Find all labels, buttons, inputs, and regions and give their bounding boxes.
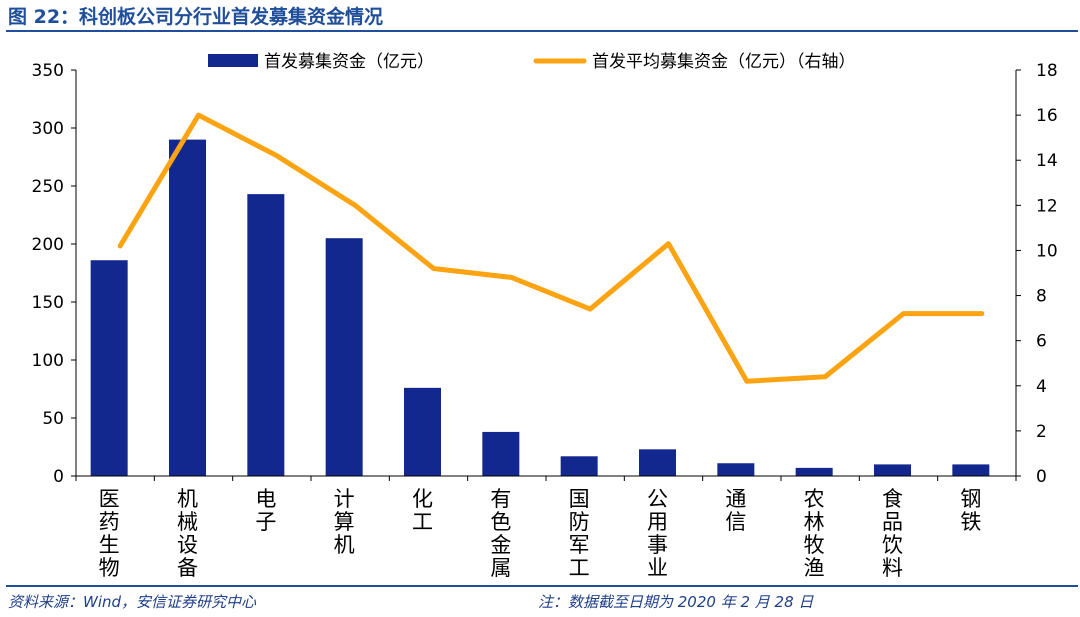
legend-bar-label: 首发募集资金（亿元） bbox=[264, 52, 434, 72]
x-tick-label: 化工 bbox=[412, 487, 433, 534]
date-note: 注：数据截至日期为 2020 年 2 月 28 日 bbox=[538, 593, 814, 611]
bar-series bbox=[90, 139, 990, 476]
y-right-tick-label: 16 bbox=[1036, 106, 1058, 126]
y-right-tick-label: 14 bbox=[1036, 151, 1058, 171]
x-tick-label: 医药生物 bbox=[99, 487, 120, 580]
bar bbox=[874, 464, 911, 476]
series-line bbox=[117, 112, 985, 384]
bar bbox=[169, 139, 206, 476]
y-right-tick-label: 4 bbox=[1036, 377, 1047, 397]
x-tick-label: 机械设备 bbox=[177, 487, 198, 580]
y-right-tick-label: 10 bbox=[1036, 241, 1058, 261]
x-tick-label: 公用事业 bbox=[647, 487, 668, 580]
title-divider bbox=[6, 30, 1078, 32]
bar bbox=[560, 456, 598, 476]
y-left-tick-label: 150 bbox=[32, 293, 64, 313]
x-tick-label: 钢铁 bbox=[960, 487, 981, 534]
bar bbox=[952, 464, 990, 476]
figure-title: 图 22：科创板公司分行业首发募集资金情况 bbox=[8, 6, 384, 28]
y-left-tick-label: 100 bbox=[32, 351, 64, 371]
y-left-tick-label: 350 bbox=[32, 61, 64, 81]
x-tick-label: 食品饮料 bbox=[882, 487, 903, 580]
x-tick-label: 国防军工 bbox=[569, 487, 590, 580]
chart: 首发募集资金（亿元） 首发平均募集资金（亿元）（右轴） 0501001502002… bbox=[32, 52, 1058, 580]
y-right-tick-label: 6 bbox=[1036, 332, 1047, 352]
source-note: 资料来源：Wind，安信证券研究中心 bbox=[8, 593, 257, 611]
bar bbox=[482, 431, 520, 476]
footer-divider bbox=[6, 585, 1078, 587]
bar bbox=[247, 194, 285, 476]
y-left-tick-label: 200 bbox=[32, 235, 64, 255]
bar bbox=[639, 449, 676, 476]
x-tick-label: 通信 bbox=[725, 487, 746, 534]
bar bbox=[90, 260, 128, 476]
line-series bbox=[117, 112, 985, 384]
x-tick-label: 有色金属 bbox=[490, 487, 511, 580]
y-left-tick-label: 250 bbox=[32, 177, 64, 197]
y-left-tick-label: 300 bbox=[32, 119, 64, 139]
y-left-tick-label: 0 bbox=[53, 467, 64, 487]
y-left-tick-label: 50 bbox=[42, 409, 64, 429]
x-tick-label: 农林牧渔 bbox=[804, 487, 825, 580]
bar bbox=[404, 387, 441, 476]
bar bbox=[795, 467, 833, 476]
legend: 首发募集资金（亿元） 首发平均募集资金（亿元）（右轴） bbox=[208, 52, 856, 72]
x-tick-label: 电子 bbox=[255, 487, 276, 534]
y-right-tick-label: 12 bbox=[1036, 196, 1058, 216]
bar bbox=[325, 238, 363, 476]
y-right-tick-label: 0 bbox=[1036, 467, 1047, 487]
y-right-tick-label: 8 bbox=[1036, 287, 1047, 307]
y-right-tick-label: 2 bbox=[1036, 422, 1047, 442]
legend-bar-swatch bbox=[208, 54, 258, 67]
axes: 0 50 100 150 200 250 300 350 0 2 4 6 8 10 12 14 16 18 医药生物… bbox=[32, 61, 1058, 580]
bar bbox=[717, 463, 755, 476]
legend-line-label: 首发平均募集资金（亿元）（右轴） bbox=[592, 52, 856, 72]
x-tick-label: 计算机 bbox=[334, 487, 355, 557]
y-right-tick-label: 18 bbox=[1036, 61, 1058, 81]
